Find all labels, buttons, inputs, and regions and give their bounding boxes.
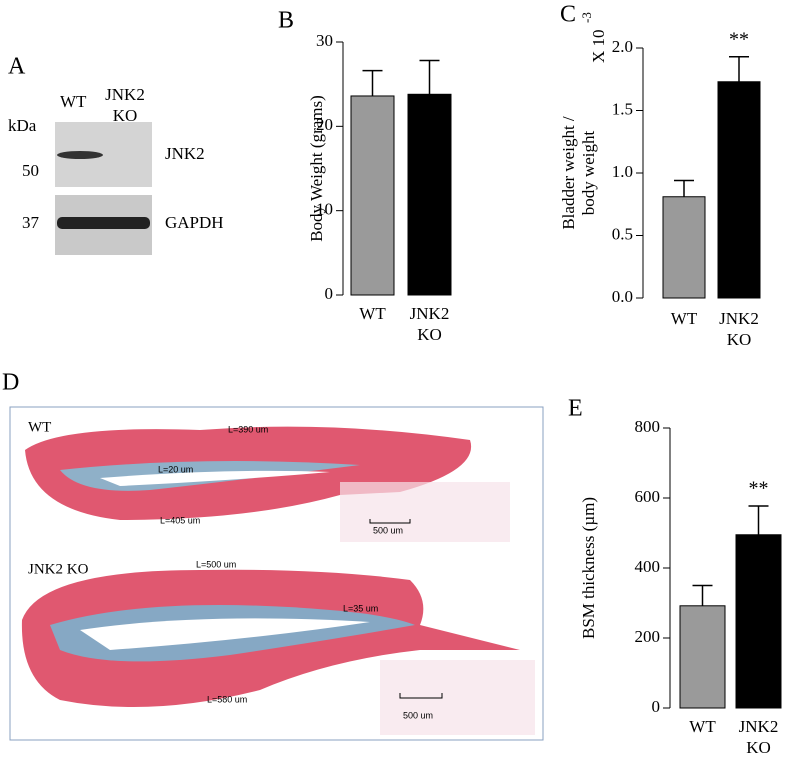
y-tick-label: 10 bbox=[316, 200, 333, 219]
x-tick-label: WT bbox=[359, 304, 386, 323]
x-tick-label: JNK2 KO bbox=[738, 717, 779, 757]
y-tick-label: 200 bbox=[635, 627, 661, 646]
y-tick-label: 600 bbox=[635, 487, 661, 506]
band-label: JNK2 bbox=[165, 144, 205, 163]
blot-band bbox=[57, 217, 150, 229]
section-label: WT bbox=[28, 419, 51, 435]
y-tick-label: 0 bbox=[325, 284, 334, 303]
bar bbox=[679, 605, 726, 709]
lane-label: WT bbox=[60, 92, 87, 111]
measurement: L=405 um bbox=[160, 515, 200, 525]
wt-section bbox=[25, 426, 510, 542]
panel-label: E bbox=[568, 396, 583, 422]
x-tick-label: WT bbox=[670, 309, 698, 328]
scale-bar-label: 500 um bbox=[403, 710, 433, 720]
y-tick-label: 2.0 bbox=[612, 37, 633, 56]
y-axis-label: BSM thickness (µm) bbox=[579, 497, 598, 639]
y-tick-label: 20 bbox=[316, 115, 333, 134]
measurement: L=580 um bbox=[207, 694, 247, 704]
significance: ** bbox=[729, 28, 749, 50]
measurement: L=500 um bbox=[196, 559, 236, 569]
x-tick-label: JNK2 KO bbox=[719, 309, 759, 349]
y-axis-multiplier: X 10 bbox=[589, 29, 608, 63]
section-label: JNK2 KO bbox=[28, 561, 89, 577]
panel-label: A bbox=[8, 54, 26, 80]
ko-section bbox=[21, 569, 535, 735]
bar bbox=[350, 95, 395, 296]
significance: ** bbox=[749, 478, 769, 500]
panel-label: C bbox=[560, 2, 576, 28]
bar bbox=[662, 196, 706, 299]
y-axis-label: body weight bbox=[579, 130, 598, 215]
bar bbox=[407, 93, 452, 296]
measurement: L=390 um bbox=[228, 424, 268, 434]
y-tick-label: 800 bbox=[635, 417, 661, 436]
bar bbox=[717, 81, 761, 299]
scale-bar-label: 500 um bbox=[373, 525, 403, 535]
y-tick-label: 30 bbox=[316, 31, 333, 50]
y-axis-label: Body Weight (grams) bbox=[307, 95, 326, 242]
lane-label: JNK2 KO bbox=[105, 85, 145, 125]
x-tick-label: WT bbox=[689, 717, 716, 736]
y-axis-exponent: -3 bbox=[579, 12, 594, 23]
x-tick-label: JNK2 KO bbox=[409, 304, 450, 344]
bar bbox=[735, 534, 782, 709]
y-tick-label: 0 bbox=[652, 697, 661, 716]
panel-label: B bbox=[278, 8, 294, 34]
y-tick-label: 0.5 bbox=[612, 224, 633, 243]
measurement: L=20 um bbox=[158, 464, 193, 474]
marker-label: 50 bbox=[22, 161, 39, 180]
y-tick-label: 400 bbox=[635, 557, 661, 576]
band-label: GAPDH bbox=[165, 213, 224, 232]
measurement: L=35 um bbox=[343, 603, 378, 613]
marker-label: 37 bbox=[22, 213, 40, 232]
unit-label: kDa bbox=[8, 116, 37, 135]
y-tick-label: 1.5 bbox=[612, 99, 633, 118]
y-tick-label: 1.0 bbox=[612, 162, 633, 181]
blot-band bbox=[57, 151, 103, 159]
panel-label: D bbox=[2, 370, 19, 396]
y-axis-label: Bladder weight / bbox=[559, 116, 578, 230]
y-tick-label: 0.0 bbox=[612, 287, 633, 306]
